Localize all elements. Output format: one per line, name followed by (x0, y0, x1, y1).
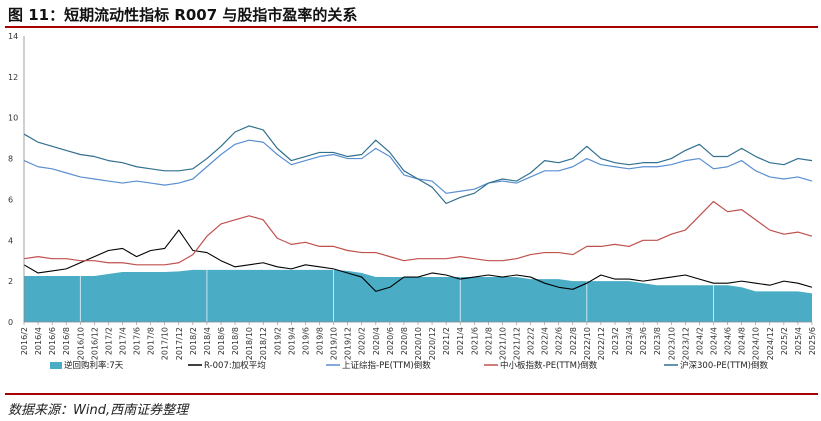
x-tick-label: 2017/10 (161, 327, 170, 360)
y-tick-label: 12 (8, 73, 18, 82)
y-tick-label: 0 (8, 318, 13, 327)
x-tick-label: 2019/12 (344, 327, 353, 360)
x-tick-label: 2021/10 (498, 327, 507, 360)
x-tick-label: 2020/12 (428, 327, 437, 360)
x-tick-label: 2018/6 (217, 327, 226, 355)
x-tick-label: 2016/2 (20, 327, 29, 355)
x-tick-label: 2022/8 (569, 327, 578, 355)
x-tick-label: 2020/10 (414, 327, 423, 360)
x-tick-label: 2017/4 (119, 327, 128, 355)
x-tick-label: 2023/8 (653, 327, 662, 355)
x-tick-label: 2018/10 (245, 327, 254, 360)
x-tick-label: 2021/2 (442, 327, 451, 355)
axis-layer: 0 2 4 6 8 10 12 14 2016/2 2016/4 2016/6 2016/8 2016/… (8, 32, 817, 360)
x-tick-label: 2024/2 (695, 327, 704, 355)
line-layer (23, 125, 813, 292)
x-tick-label: 2018/12 (259, 327, 268, 360)
source-divider (5, 393, 818, 395)
y-tick-label: 10 (8, 114, 18, 123)
x-tick-label: 2022/4 (541, 327, 550, 355)
x-tick-label: 2016/6 (48, 327, 57, 355)
y-tick-label: 6 (8, 195, 13, 204)
x-tick-label: 2017/2 (104, 327, 113, 355)
legend-label: 逆回购利率:7天 (64, 360, 124, 371)
x-tick-label: 2018/2 (189, 327, 198, 355)
x-tick-label: 2023/2 (611, 327, 620, 355)
y-tick-label: 2 (8, 277, 13, 286)
x-tick-label: 2021/4 (456, 327, 465, 355)
data-source: 数据来源：Wind,西南证券整理 (8, 403, 189, 418)
series-area-reverse-repo (24, 269, 812, 322)
area-layer (24, 269, 812, 322)
x-tick-label: 2023/4 (625, 327, 634, 355)
y-tick-label: 4 (8, 236, 13, 245)
x-tick-label: 2024/4 (710, 327, 719, 355)
x-tick-label: 2024/10 (752, 327, 761, 360)
x-tick-label: 2016/10 (76, 327, 85, 360)
x-tick-label: 2022/10 (583, 327, 592, 360)
x-tick-label: 2019/2 (273, 327, 282, 355)
y-tick-label: 8 (8, 155, 13, 164)
x-tick-label: 2025/4 (794, 327, 803, 355)
legend-label: 中小板指数-PE(TTM)倒数 (500, 360, 598, 371)
x-tick-label: 2019/6 (301, 327, 310, 355)
x-tick-label: 2024/8 (738, 327, 747, 355)
x-tick-label: 2024/6 (724, 327, 733, 355)
x-tick-label: 2019/4 (287, 327, 296, 355)
x-tick-label: 2018/8 (231, 327, 240, 355)
x-tick-label: 2016/8 (62, 327, 71, 355)
x-tick-label: 2020/2 (358, 327, 367, 355)
title-divider (5, 26, 818, 28)
x-tick-label: 2016/12 (90, 327, 99, 360)
x-tick-label: 2021/12 (513, 327, 522, 360)
legend-label: 沪深300-PE(TTM)倒数 (680, 360, 768, 371)
series-line-3 (23, 200, 813, 266)
x-tick-label: 2023/10 (667, 327, 676, 360)
x-tick-label: 2021/8 (484, 327, 493, 355)
x-tick-label: 2020/4 (372, 327, 381, 355)
x-tick-label: 2023/6 (639, 327, 648, 355)
x-tick-label: 2020/6 (386, 327, 395, 355)
x-tick-label: 2021/6 (470, 327, 479, 355)
series-line-2 (23, 139, 813, 194)
x-tick-label: 2022/6 (555, 327, 564, 355)
legend-label: 上证综指-PE(TTM)倒数 (342, 360, 431, 371)
legend-label: R-007:加权平均 (204, 360, 266, 371)
x-tick-label: 2019/8 (316, 327, 325, 355)
x-tick-label: 2025/6 (808, 327, 817, 355)
x-tick-label: 2022/2 (527, 327, 536, 355)
x-tick-label: 2017/12 (175, 327, 184, 360)
chart-title: 图 11：短期流动性指标 R007 与股指市盈率的关系 (8, 6, 358, 24)
x-tick-label: 2019/10 (330, 327, 339, 360)
series-line-1 (23, 229, 813, 292)
legend-swatch (50, 362, 62, 369)
legend: 逆回购利率:7天 R-007:加权平均 上证综指-PE(TTM)倒数 中小板指数-PE… (50, 360, 768, 371)
x-tick-label: 2022/12 (597, 327, 606, 360)
y-tick-label: 14 (8, 32, 18, 41)
x-tick-label: 2020/8 (400, 327, 409, 355)
series-line-4 (23, 125, 813, 205)
x-tick-label: 2025/2 (780, 327, 789, 355)
x-tick-label: 2023/12 (681, 327, 690, 360)
x-tick-label: 2024/12 (766, 327, 775, 360)
x-tick-label: 2017/8 (147, 327, 156, 355)
x-tick-label: 2017/6 (133, 327, 142, 355)
x-tick-label: 2018/4 (203, 327, 212, 355)
x-tick-label: 2016/4 (34, 327, 43, 355)
